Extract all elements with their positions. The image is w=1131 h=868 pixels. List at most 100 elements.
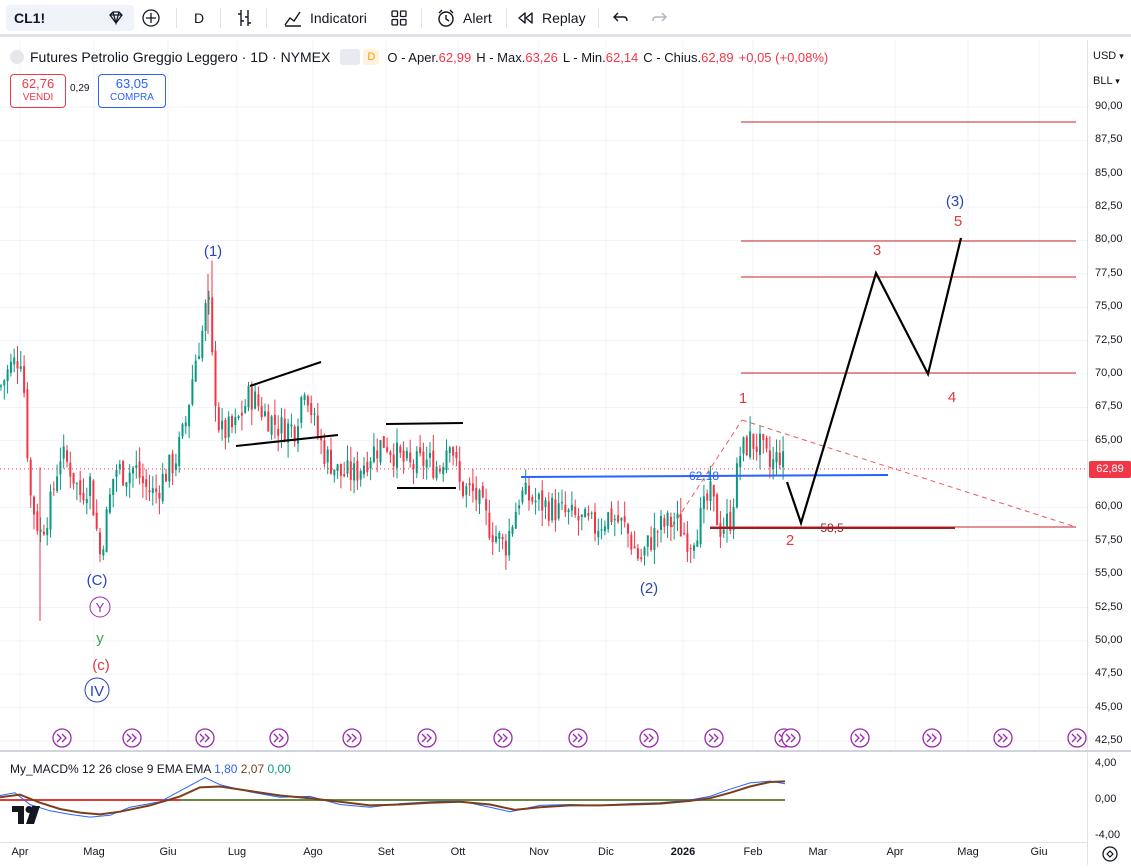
price-tick-label: 90,00: [1095, 100, 1123, 112]
candle-body: [82, 492, 85, 501]
subwave-label-3[interactable]: 3: [873, 242, 881, 259]
event-marker-icon[interactable]: [639, 728, 659, 748]
event-marker-icon[interactable]: [850, 728, 870, 748]
candle-body: [508, 530, 511, 556]
legend-dash-badge[interactable]: [340, 49, 361, 65]
subwave-label-2[interactable]: 2: [786, 532, 794, 549]
candle-body: [580, 514, 583, 517]
event-marker-icon[interactable]: [781, 728, 801, 748]
dashed-triangle-left[interactable]: [671, 419, 743, 528]
bar-style-icon[interactable]: [236, 0, 254, 35]
price-chart[interactable]: (1) (C) Y y (c) IV (2) (3) 1 2 3 4 5 62,…: [0, 40, 1087, 750]
event-marker-icon[interactable]: [922, 728, 942, 748]
subwave-label-1[interactable]: 1: [739, 390, 747, 407]
wave-label-1[interactable]: (1): [204, 243, 222, 260]
event-marker-icon[interactable]: [122, 728, 142, 748]
event-marker-icon[interactable]: [568, 728, 588, 748]
candle-body: [600, 529, 603, 531]
candle-body: [405, 450, 408, 459]
wave-label-y[interactable]: y: [96, 630, 104, 647]
event-marker-icon[interactable]: [52, 728, 72, 748]
legend-title[interactable]: Futures Petrolio Greggio Leggero · 1D · …: [30, 49, 331, 65]
price-axis[interactable]: [1087, 40, 1131, 865]
undo-icon[interactable]: [612, 0, 630, 35]
interval-button[interactable]: D: [194, 9, 205, 26]
event-marker-icon[interactable]: [269, 728, 289, 748]
add-symbol-icon[interactable]: [141, 0, 161, 35]
candle-body: [577, 515, 580, 521]
time-axis[interactable]: [0, 842, 1087, 866]
legend-d-badge[interactable]: D: [363, 49, 380, 65]
replay-button[interactable]: Replay: [516, 0, 586, 35]
time-tick-label: Feb: [743, 846, 763, 858]
flag-lower-line[interactable]: [235, 434, 339, 447]
event-marker-icon[interactable]: [704, 728, 724, 748]
candle-body: [676, 513, 679, 519]
macd-legend-name[interactable]: My_MACD% 12 26 close 9 EMA EMA: [10, 762, 211, 776]
candle-body: [382, 436, 385, 448]
replay-icon: [516, 10, 534, 26]
candle-body: [429, 453, 431, 458]
candle-body: [650, 537, 653, 550]
event-marker-icon[interactable]: [342, 728, 362, 748]
subwave-label-4[interactable]: 4: [948, 389, 956, 406]
price-tick-label: 42,50: [1095, 734, 1123, 746]
price-tick-label: 50,00: [1095, 633, 1123, 646]
candle-body: [729, 511, 732, 531]
subwave-label-5[interactable]: 5: [954, 213, 962, 230]
wave-label-2[interactable]: (2): [640, 580, 658, 597]
alert-button[interactable]: Alert: [436, 0, 492, 35]
wave-label-c[interactable]: (c): [92, 657, 110, 674]
candle-body: [620, 518, 623, 521]
event-marker-icon[interactable]: [195, 728, 215, 748]
candle-body: [99, 532, 101, 555]
candle-body: [9, 361, 12, 373]
redo-icon[interactable]: [650, 0, 668, 35]
candle-body: [528, 485, 530, 501]
level-line-62-18[interactable]: [520, 474, 889, 478]
indicators-button[interactable]: Indicatori: [283, 0, 367, 35]
event-marker-icon[interactable]: [417, 728, 437, 748]
candle-body: [712, 485, 715, 497]
wave-label-IV[interactable]: IV: [90, 683, 104, 700]
candle-body: [422, 451, 425, 466]
event-marker-icon[interactable]: [493, 728, 513, 748]
range-upper-line[interactable]: [385, 422, 464, 425]
legend-low-label: L - Min.: [562, 49, 606, 65]
flag-upper-line[interactable]: [249, 361, 322, 387]
diamond-icon[interactable]: [107, 0, 125, 35]
wave-label-3-big[interactable]: (3): [946, 193, 964, 210]
wave-label-C[interactable]: (C): [87, 572, 108, 589]
candle-body: [316, 415, 319, 436]
candle-body: [184, 422, 187, 427]
candle-body: [372, 446, 375, 462]
projection-path[interactable]: [785, 237, 963, 527]
candle-body: [369, 461, 372, 469]
event-marker-icon[interactable]: [1067, 728, 1087, 748]
wave-circle-IV: [84, 677, 110, 703]
sell-price: 62,76: [21, 76, 55, 91]
candle-body: [435, 466, 438, 479]
candle-body: [79, 480, 82, 496]
wave-label-Y[interactable]: Y: [96, 600, 105, 615]
symbol-label[interactable]: CL1!: [14, 9, 46, 26]
goto-date-icon[interactable]: [1101, 845, 1119, 868]
unit-selector[interactable]: BLL ▾: [1093, 75, 1120, 87]
event-marker-icon[interactable]: [993, 728, 1013, 748]
sell-button[interactable]: 62,76 VENDI: [10, 74, 66, 108]
tradingview-logo-icon[interactable]: [12, 806, 42, 829]
candle-body: [471, 483, 474, 491]
candle-body: [541, 490, 544, 511]
buy-button[interactable]: 63,05 COMPRA: [98, 74, 166, 108]
currency-selector[interactable]: USD ▾: [1093, 50, 1124, 62]
dashed-triangle-upper[interactable]: [741, 419, 1077, 528]
time-tick-label: Giu: [159, 846, 177, 858]
macd-pane[interactable]: [0, 752, 1087, 842]
layout-grid-icon[interactable]: [390, 0, 408, 35]
candle-body: [207, 296, 210, 300]
candle-body: [349, 461, 352, 480]
pane-divider[interactable]: [0, 750, 1131, 752]
candle-body: [511, 526, 514, 534]
candle-body: [165, 473, 167, 482]
candle-body: [326, 449, 329, 463]
